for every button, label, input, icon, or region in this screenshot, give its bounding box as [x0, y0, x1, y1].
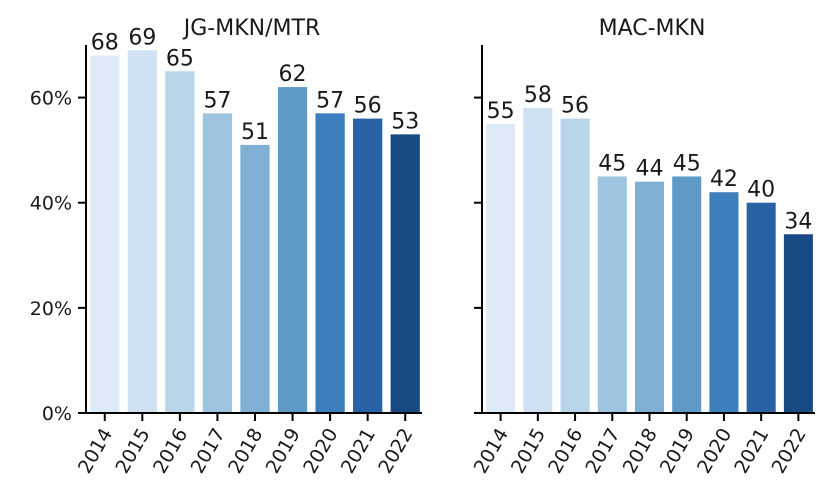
x-tick-label-2021: 2021: [337, 425, 380, 478]
bar-2017: [597, 176, 627, 413]
bar-2018: [240, 144, 270, 413]
bar-2019: [277, 87, 308, 413]
bar-2019: [672, 176, 702, 413]
x-tick-label-2021: 2021: [730, 425, 773, 478]
x-tick-label-2019: 2019: [656, 425, 699, 478]
x-tick-label-2014: 2014: [470, 425, 513, 478]
x-tick-label-2019: 2019: [262, 425, 305, 478]
bar-2015: [523, 108, 553, 413]
data-label-2021: 56: [354, 94, 382, 119]
data-label-2018: 51: [241, 120, 269, 145]
x-tick-label-2020: 2020: [693, 425, 736, 478]
bar-2015: [127, 50, 157, 413]
x-tick-label-2018: 2018: [619, 425, 662, 478]
y-tick-label: 60%: [30, 88, 72, 110]
x-tick-label-2017: 2017: [187, 425, 230, 478]
y-tick-label: 0%: [42, 403, 72, 425]
data-label-2017: 57: [203, 88, 231, 113]
bar-2021: [746, 202, 776, 413]
x-tick-label-2022: 2022: [374, 425, 417, 478]
bar-2016: [165, 71, 195, 413]
bar-2022: [783, 234, 813, 413]
data-label-2022: 34: [784, 209, 812, 234]
x-tick-label-2015: 2015: [111, 425, 154, 478]
data-label-2015: 58: [524, 83, 552, 108]
x-tick-label-2018: 2018: [224, 425, 267, 478]
bar-2014: [486, 123, 516, 414]
x-tick-label-2020: 2020: [299, 425, 342, 478]
chart-panel-2: MAC-MKN 55 2014 58 2015 56 2016 45 2017 44 2018 45 2…: [470, 16, 815, 477]
data-label-2020: 42: [710, 167, 738, 192]
bar-2014: [90, 55, 120, 413]
chart-title: MAC-MKN: [599, 16, 706, 41]
bar-2017: [202, 113, 233, 413]
bar-2020: [709, 192, 739, 413]
bar-2016: [560, 118, 590, 413]
data-label-2016: 56: [561, 94, 589, 119]
data-label-2019: 45: [673, 151, 701, 176]
x-tick-label-2016: 2016: [149, 425, 192, 478]
x-tick-label-2022: 2022: [767, 425, 810, 478]
x-tick-label-2014: 2014: [74, 425, 117, 478]
data-label-2017: 45: [598, 151, 626, 176]
x-tick-label-2017: 2017: [581, 425, 624, 478]
data-label-2020: 57: [316, 88, 344, 113]
y-tick-label: 40%: [30, 193, 72, 215]
data-label-2019: 62: [279, 62, 307, 87]
bar-2020: [315, 113, 345, 413]
x-tick-label-2016: 2016: [544, 425, 587, 478]
bar-2022: [390, 134, 420, 413]
x-tick-label-2015: 2015: [507, 425, 550, 478]
data-label-2016: 65: [166, 46, 194, 71]
bar-2021: [353, 118, 383, 413]
data-label-2021: 40: [747, 178, 775, 203]
chart-title: JG-MKN/MTR: [182, 16, 320, 41]
data-label-2018: 44: [636, 157, 664, 182]
bar-2018: [634, 181, 665, 413]
chart-panel-1: JG-MKN/MTR 68 2014 69 2015 65 2016 57 2017 51 2018…: [30, 16, 422, 477]
data-label-2014: 55: [487, 99, 515, 124]
y-tick-label: 20%: [30, 298, 72, 320]
data-label-2022: 53: [391, 109, 419, 134]
data-label-2015: 69: [128, 25, 156, 50]
data-label-2014: 68: [91, 31, 119, 56]
